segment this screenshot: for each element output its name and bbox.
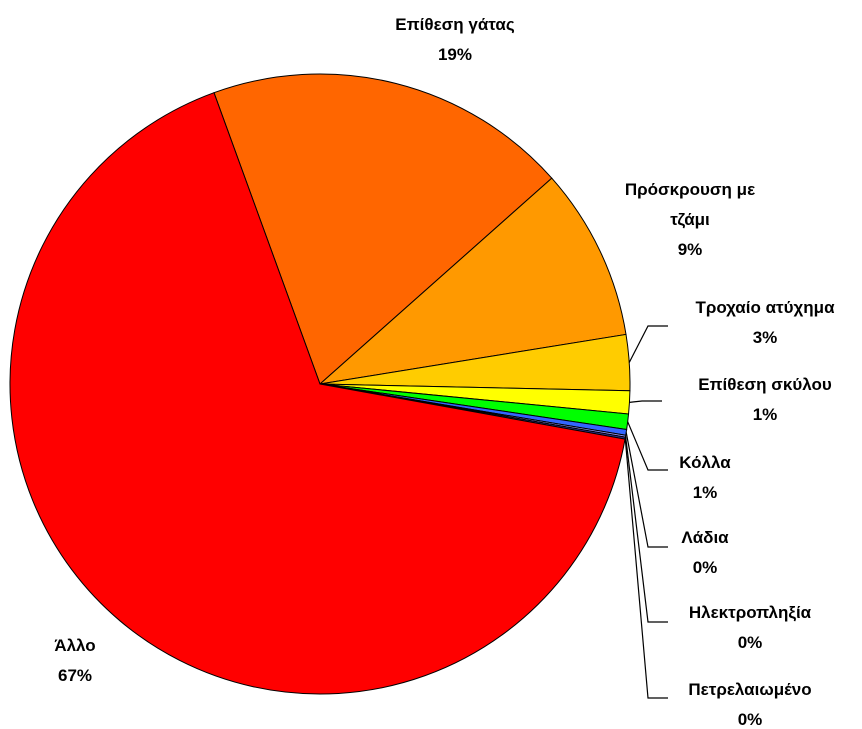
leader-line (625, 432, 668, 548)
category-label: Πετρελαιωμένο (688, 680, 812, 699)
leader-line (624, 438, 668, 699)
value-label: 67% (57, 666, 93, 685)
leader-line (628, 325, 668, 363)
category-label: Επίθεση γάτας (395, 15, 515, 34)
slice-label: Ηλεκτροπληξία 0% (689, 598, 811, 658)
category-label: Πρόσκρουση με τζάμι (624, 180, 756, 229)
pie-slice (9, 92, 626, 695)
value-label: 1% (692, 483, 718, 502)
value-label: 1% (752, 405, 778, 424)
slice-label: Τροχαίο ατύχημα 3% (695, 293, 834, 353)
value-label: 3% (752, 328, 778, 347)
slice-label: Κόλλα 1% (679, 448, 730, 508)
slice-label: Λάδια 0% (681, 523, 728, 583)
leader-line (624, 436, 668, 623)
pie-slice (213, 73, 553, 385)
slice-label: Άλλο 67% (54, 631, 95, 691)
category-label: Λάδια (681, 528, 729, 547)
category-label: Ηλεκτροπληξία (688, 603, 812, 622)
value-label: 0% (692, 558, 718, 577)
value-label: 9% (677, 240, 703, 259)
value-label: 0% (737, 710, 763, 729)
slice-label: Επίθεση γάτας 19% (395, 10, 514, 70)
value-label: 19% (437, 45, 473, 64)
slice-label: Πρόσκρουση με τζάμι 9% (605, 175, 775, 265)
leader-line (629, 400, 662, 403)
leader-line (627, 421, 668, 471)
category-label: Κόλλα (679, 453, 731, 472)
pie-slice (318, 177, 627, 385)
slice-label: Επίθεση σκύλου 1% (698, 370, 832, 430)
slice-label: Πετρελαιωμένο 0% (688, 675, 811, 729)
category-label: Τροχαίο ατύχημα (695, 298, 835, 317)
category-label: Επίθεση σκύλου (698, 375, 832, 394)
value-label: 0% (737, 633, 763, 652)
category-label: Άλλο (54, 636, 96, 655)
